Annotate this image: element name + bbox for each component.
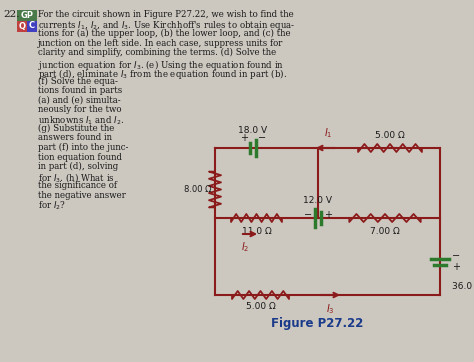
Bar: [27, 21, 37, 32]
Text: 8.00 Ω: 8.00 Ω: [184, 185, 212, 194]
Text: −: −: [304, 210, 312, 220]
Text: +: +: [452, 261, 460, 272]
Text: neously for the two: neously for the two: [38, 105, 121, 114]
Text: unknowns $I_1$ and $I_2$.: unknowns $I_1$ and $I_2$.: [38, 114, 124, 127]
Text: For the circuit shown in Figure P27.22, we wish to find the: For the circuit shown in Figure P27.22, …: [38, 10, 294, 19]
Text: $I_1$: $I_1$: [324, 126, 332, 140]
Text: the significance of: the significance of: [38, 181, 117, 190]
Bar: [17, 21, 27, 32]
Text: 12.0 V: 12.0 V: [303, 196, 332, 205]
Bar: [17, 10, 37, 21]
Text: the negative answer: the negative answer: [38, 190, 126, 199]
Text: +: +: [240, 133, 248, 143]
Text: −: −: [452, 252, 460, 261]
Text: C: C: [29, 21, 35, 30]
Text: Q: Q: [18, 21, 26, 30]
Text: 18.0 V: 18.0 V: [238, 126, 267, 135]
Text: 5.00 Ω: 5.00 Ω: [375, 131, 405, 140]
Text: (a) and (e) simulta-: (a) and (e) simulta-: [38, 96, 120, 105]
Text: −: −: [258, 133, 266, 143]
Text: Figure P27.22: Figure P27.22: [271, 317, 364, 330]
Text: 22.: 22.: [3, 10, 19, 19]
Text: $I_3$: $I_3$: [326, 302, 334, 316]
Text: in part (d), solving: in part (d), solving: [38, 162, 118, 171]
Text: tions for (a) the upper loop, (b) the lower loop, and (c) the: tions for (a) the upper loop, (b) the lo…: [38, 29, 291, 38]
Text: tions found in parts: tions found in parts: [38, 86, 122, 95]
Text: for $I_3$. (h) What is: for $I_3$. (h) What is: [38, 172, 115, 185]
Text: 11.0 Ω: 11.0 Ω: [242, 227, 272, 236]
Text: 7.00 Ω: 7.00 Ω: [370, 227, 400, 236]
Text: GP: GP: [20, 10, 34, 20]
Text: (f) Solve the equa-: (f) Solve the equa-: [38, 76, 118, 86]
Text: $I_2$: $I_2$: [241, 240, 249, 254]
Text: +: +: [324, 210, 332, 220]
Text: 36.0 V: 36.0 V: [452, 282, 474, 291]
Text: tion equation found: tion equation found: [38, 152, 122, 161]
Text: junction on the left side. In each case, suppress units for: junction on the left side. In each case,…: [38, 38, 283, 47]
Text: currents $I_1$, $I_2$, and $I_3$. Use Kirchhoff's rules to obtain equa-: currents $I_1$, $I_2$, and $I_3$. Use Ki…: [38, 20, 295, 33]
Text: clarity and simplify, combining the terms. (d) Solve the: clarity and simplify, combining the term…: [38, 48, 276, 57]
Text: part (f) into the junc-: part (f) into the junc-: [38, 143, 128, 152]
Text: junction equation for $I_3$. (e) Using the equation found in: junction equation for $I_3$. (e) Using t…: [38, 58, 284, 72]
Text: part (d), eliminate $I_3$ from the equation found in part (b).: part (d), eliminate $I_3$ from the equat…: [38, 67, 287, 81]
Text: (g) Substitute the: (g) Substitute the: [38, 124, 114, 133]
Text: 5.00 Ω: 5.00 Ω: [246, 302, 275, 311]
Text: for $I_2$?: for $I_2$?: [38, 200, 66, 212]
Text: answers found in: answers found in: [38, 134, 112, 143]
